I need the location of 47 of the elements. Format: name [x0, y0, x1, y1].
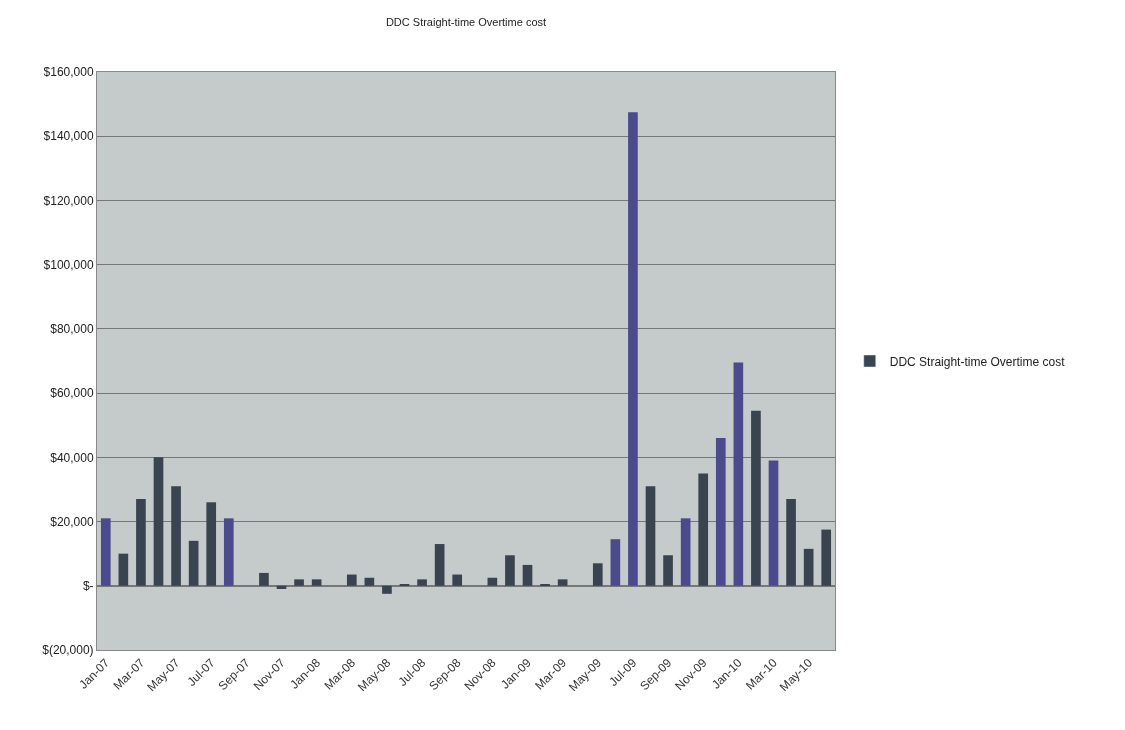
bar [768, 460, 779, 586]
bar [557, 579, 568, 586]
bar [592, 563, 603, 586]
chart-title: DDC Straight-time Overtime cost [385, 15, 547, 28]
bar [259, 572, 269, 586]
y-tick-label: $80,000 [50, 322, 94, 337]
bar [733, 362, 744, 586]
y-tick-label: $140,000 [43, 129, 94, 144]
bar [382, 585, 392, 594]
y-tick-label: $- [82, 578, 94, 593]
bar [628, 112, 638, 586]
y-tick-label: $60,000 [50, 386, 94, 401]
y-tick-label: $20,000 [50, 514, 94, 529]
bar [188, 540, 199, 586]
bar [680, 518, 691, 586]
bar [223, 518, 234, 586]
bar [417, 579, 427, 586]
bar [136, 499, 146, 586]
bar [346, 574, 357, 586]
legend-label: DDC Straight-time Overtime cost [889, 354, 1066, 369]
bar [206, 502, 217, 586]
y-tick-label: $160,000 [43, 65, 94, 80]
bar [487, 577, 498, 586]
bar [153, 457, 164, 586]
bar [610, 539, 621, 586]
bar [311, 579, 322, 586]
bar [751, 410, 761, 586]
bar [505, 555, 515, 586]
y-tick-label: $120,000 [43, 193, 94, 208]
bar [715, 438, 726, 586]
bar [434, 544, 445, 586]
bar [663, 555, 673, 586]
y-tick-label: $40,000 [50, 450, 94, 465]
y-tick-label: $(20,000) [42, 643, 94, 658]
bar [821, 529, 832, 586]
bar [522, 564, 533, 586]
bar [645, 486, 656, 586]
bar [452, 574, 463, 586]
bar [786, 499, 796, 586]
bar [100, 518, 111, 586]
bar [803, 548, 814, 586]
bar [118, 553, 129, 586]
bar [294, 579, 304, 586]
y-tick-label: $100,000 [43, 257, 94, 272]
bar [698, 473, 709, 586]
bar [171, 486, 181, 586]
bar [364, 577, 375, 586]
